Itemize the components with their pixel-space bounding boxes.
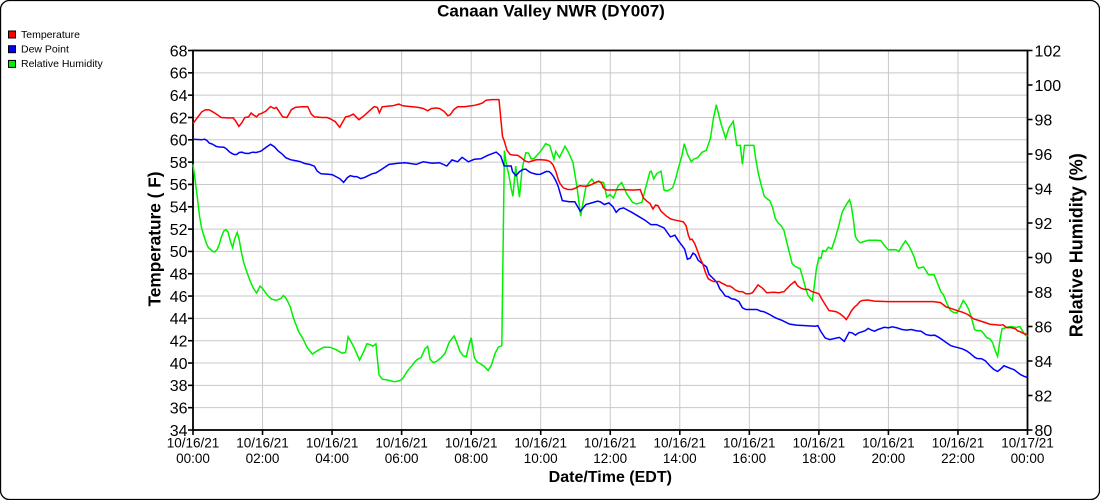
svg-text:00:00: 00:00 xyxy=(1011,451,1045,466)
svg-text:10/16/21: 10/16/21 xyxy=(445,436,498,451)
svg-text:10/16/21: 10/16/21 xyxy=(654,436,707,451)
svg-text:68: 68 xyxy=(170,43,188,60)
svg-text:16:00: 16:00 xyxy=(732,451,766,466)
svg-text:10/16/21: 10/16/21 xyxy=(932,436,985,451)
svg-text:60: 60 xyxy=(170,133,188,150)
svg-text:Canaan Valley NWR (DY007): Canaan Valley NWR (DY007) xyxy=(437,2,665,21)
svg-text:86: 86 xyxy=(1035,319,1053,336)
svg-text:102: 102 xyxy=(1035,43,1062,60)
svg-text:50: 50 xyxy=(170,244,188,261)
svg-text:00:00: 00:00 xyxy=(176,451,210,466)
svg-text:12:00: 12:00 xyxy=(593,451,627,466)
svg-text:18:00: 18:00 xyxy=(802,451,836,466)
svg-text:22:00: 22:00 xyxy=(941,451,975,466)
svg-text:42: 42 xyxy=(170,334,188,351)
svg-text:46: 46 xyxy=(170,289,188,306)
svg-text:96: 96 xyxy=(1035,147,1053,164)
svg-text:84: 84 xyxy=(1035,354,1053,371)
svg-text:94: 94 xyxy=(1035,181,1053,198)
svg-text:64: 64 xyxy=(170,88,188,105)
svg-text:Relative Humidity (%): Relative Humidity (%) xyxy=(1066,153,1086,337)
svg-text:44: 44 xyxy=(170,311,188,328)
svg-text:48: 48 xyxy=(170,267,188,284)
svg-text:10/16/21: 10/16/21 xyxy=(306,436,359,451)
svg-text:Dew Point: Dew Point xyxy=(21,44,69,56)
svg-text:10/16/21: 10/16/21 xyxy=(793,436,846,451)
svg-text:90: 90 xyxy=(1035,250,1053,267)
svg-text:10/16/21: 10/16/21 xyxy=(862,436,915,451)
svg-text:Temperature ( F): Temperature ( F) xyxy=(144,171,164,306)
svg-text:66: 66 xyxy=(170,66,188,83)
svg-text:92: 92 xyxy=(1035,216,1053,233)
svg-text:52: 52 xyxy=(170,222,188,239)
svg-text:Relative Humidity: Relative Humidity xyxy=(21,58,103,70)
svg-text:10/16/21: 10/16/21 xyxy=(584,436,637,451)
svg-text:40: 40 xyxy=(170,356,188,373)
svg-text:58: 58 xyxy=(170,155,188,172)
svg-text:36: 36 xyxy=(170,401,188,418)
svg-text:34: 34 xyxy=(170,423,188,440)
svg-text:Temperature: Temperature xyxy=(21,29,80,41)
svg-text:10/16/21: 10/16/21 xyxy=(723,436,776,451)
svg-text:08:00: 08:00 xyxy=(454,451,488,466)
svg-text:10/17/21: 10/17/21 xyxy=(1001,436,1054,451)
svg-text:10/16/21: 10/16/21 xyxy=(167,436,220,451)
svg-text:06:00: 06:00 xyxy=(385,451,419,466)
svg-text:98: 98 xyxy=(1035,112,1053,129)
svg-text:14:00: 14:00 xyxy=(663,451,697,466)
svg-text:10/16/21: 10/16/21 xyxy=(375,436,428,451)
svg-text:20:00: 20:00 xyxy=(872,451,906,466)
svg-text:88: 88 xyxy=(1035,285,1053,302)
svg-text:38: 38 xyxy=(170,378,188,395)
svg-text:54: 54 xyxy=(170,200,188,217)
svg-text:10/16/21: 10/16/21 xyxy=(514,436,567,451)
svg-text:82: 82 xyxy=(1035,388,1053,405)
svg-text:02:00: 02:00 xyxy=(246,451,280,466)
svg-text:04:00: 04:00 xyxy=(315,451,349,466)
svg-text:Date/Time (EDT): Date/Time (EDT) xyxy=(549,469,672,486)
svg-text:80: 80 xyxy=(1035,423,1053,440)
svg-text:62: 62 xyxy=(170,110,188,127)
svg-text:100: 100 xyxy=(1035,78,1062,95)
svg-text:10/16/21: 10/16/21 xyxy=(236,436,289,451)
svg-text:10:00: 10:00 xyxy=(524,451,558,466)
svg-text:56: 56 xyxy=(170,177,188,194)
